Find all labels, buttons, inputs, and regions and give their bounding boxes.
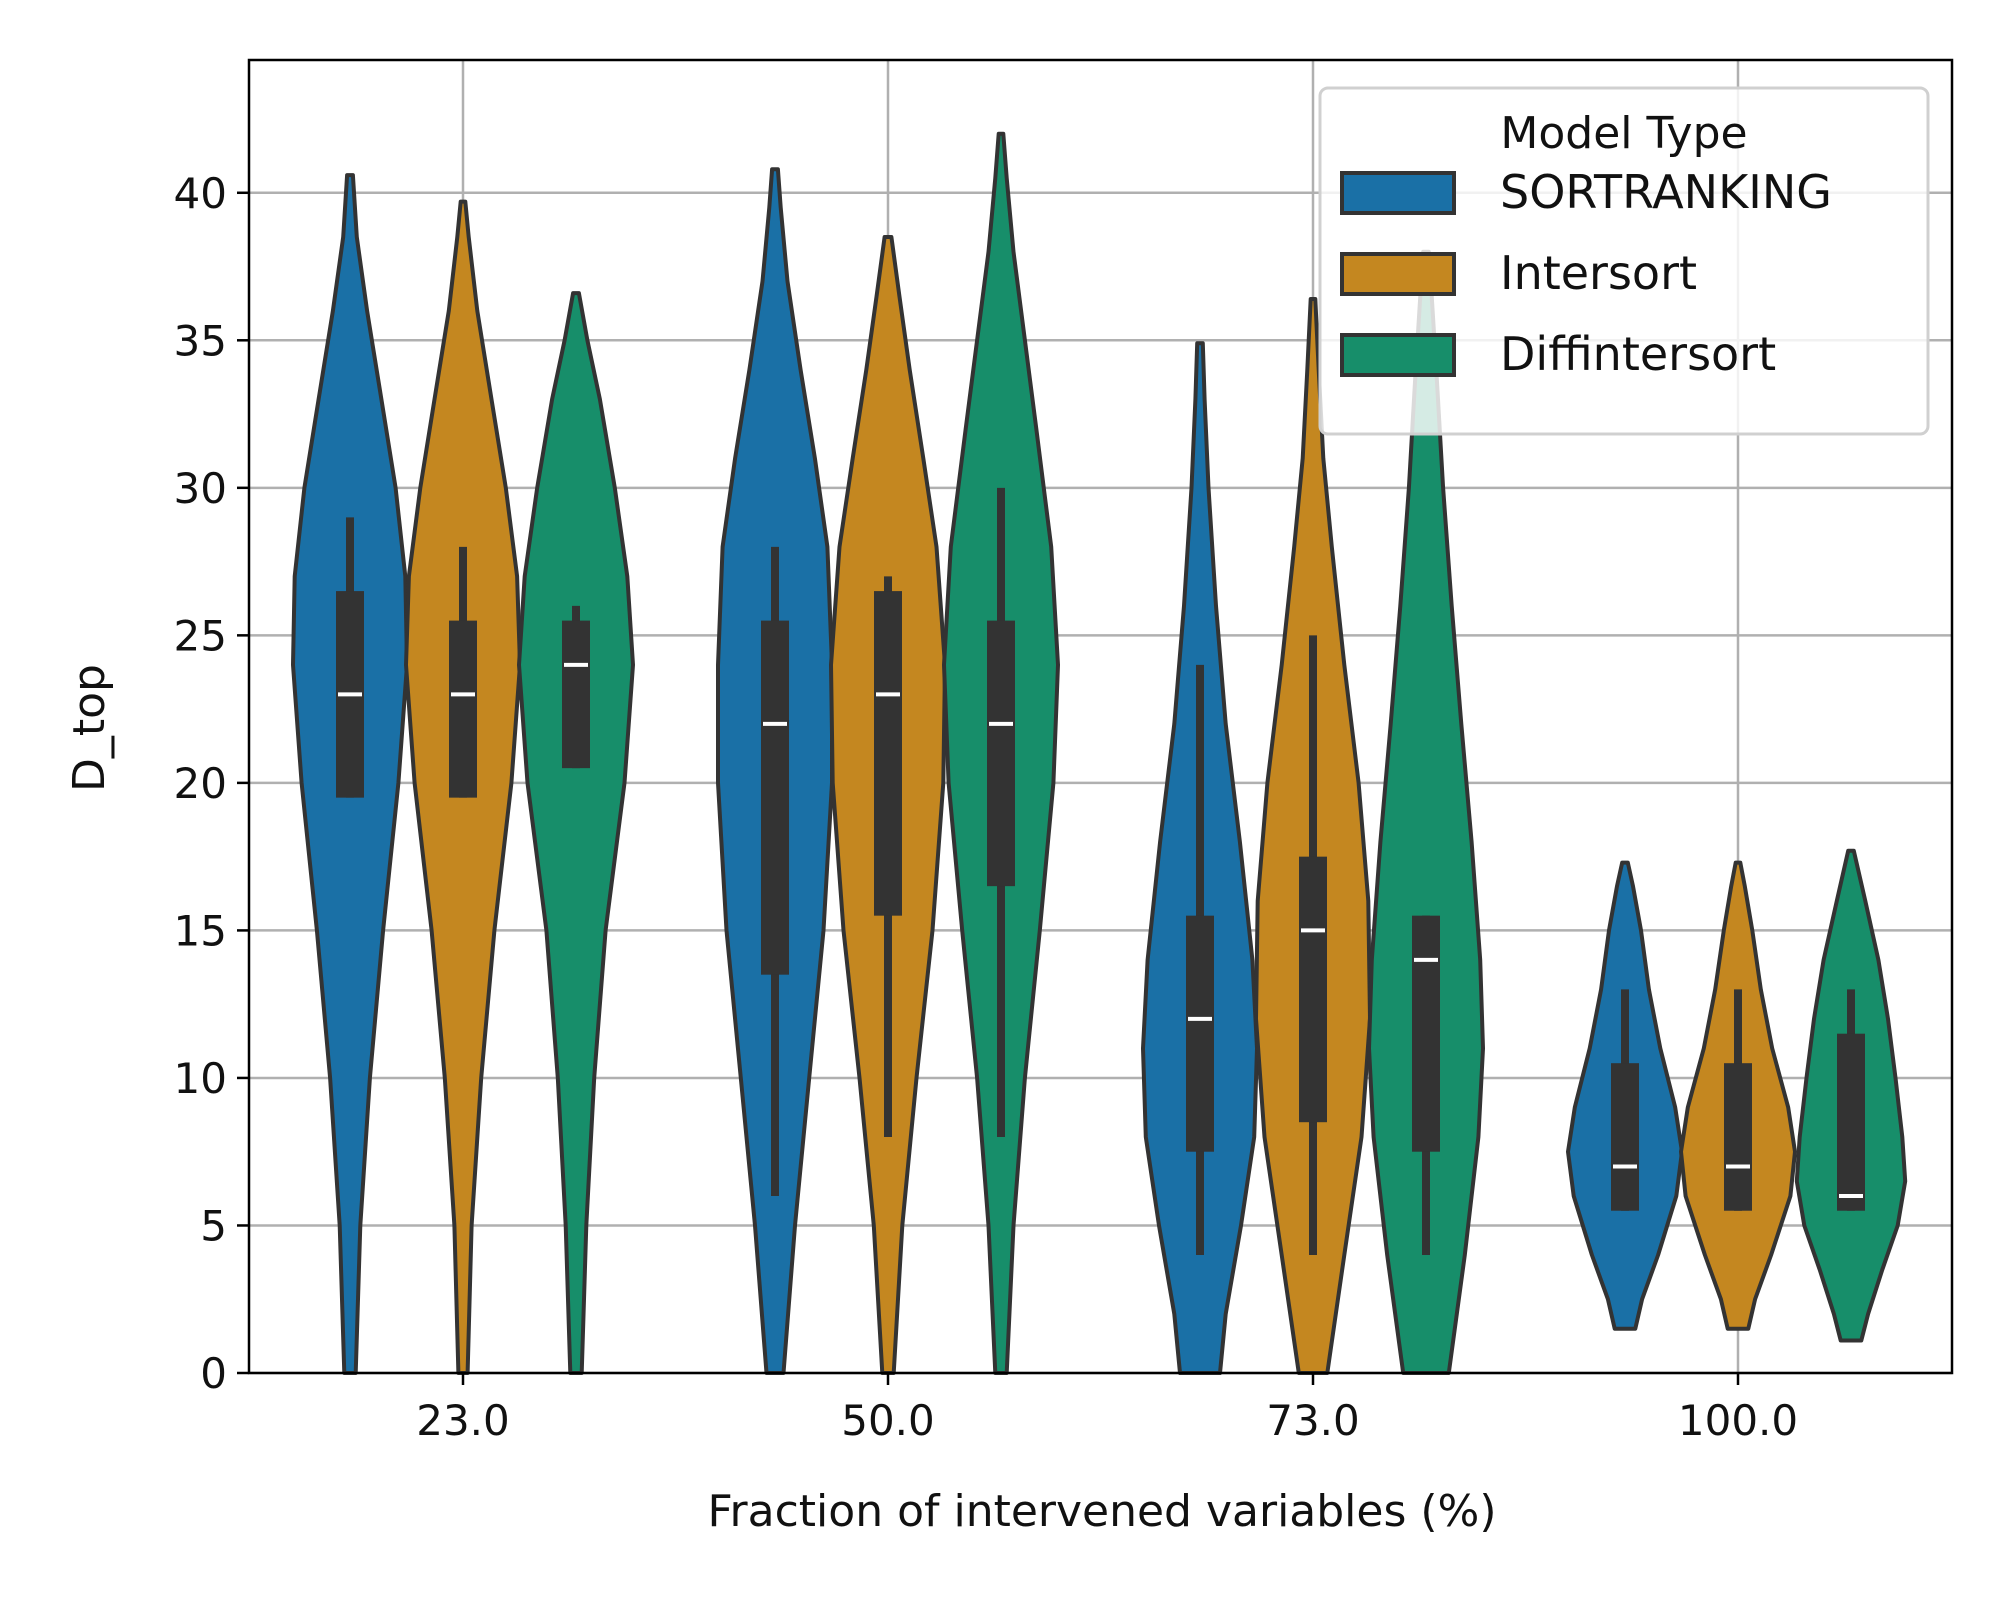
x-tick-label: 100.0 [1678,1396,1798,1445]
iqr-box [761,620,789,975]
legend-frame [1318,86,1930,436]
y-tick-label: 25 [174,611,227,660]
iqr-box [1611,1063,1639,1211]
iqr-box [562,620,590,769]
plot-frame [247,58,1954,1375]
legend-swatch-intersort [1340,252,1456,296]
violin-diffintersort-23.0 [517,291,635,1375]
iqr-box [1724,1063,1752,1211]
y-axis-label: D_top [64,664,115,792]
y-tick-label: 15 [174,906,227,955]
y-tick-label: 20 [174,759,227,808]
legend-label-diffintersort: Diffintersort [1500,327,1776,381]
y-tick-label: 0 [200,1349,227,1398]
iqr-box [874,591,902,916]
iqr-box [1412,915,1440,1152]
y-tick-label: 40 [174,169,227,218]
y-tick-label: 10 [174,1054,227,1103]
iqr-box [1299,856,1327,1123]
legend-label-intersort: Intersort [1500,246,1697,300]
iqr-box [1837,1033,1865,1211]
legend-title: Model Type [1500,108,1747,159]
legend-swatch-sortranking [1340,171,1456,215]
legend-label-sortranking: SORTRANKING [1500,165,1832,219]
iqr-box [1186,915,1214,1152]
x-axis-label: Fraction of intervened variables (%) [707,1486,1496,1537]
x-tick-label: 73.0 [1266,1396,1360,1445]
legend[interactable]: Model Type SORTRANKING Intersort Diffinter… [1318,86,1930,436]
x-tick-label: 23.0 [416,1396,510,1445]
iqr-box [449,620,477,798]
legend-swatch-diffintersort [1340,333,1456,377]
box-layer [336,487,1865,1255]
y-tick-label: 5 [200,1201,227,1250]
y-tick-label: 35 [174,316,227,365]
y-tick-label: 30 [174,464,227,513]
iqr-box [987,620,1015,887]
x-tick-label: 50.0 [841,1396,935,1445]
legend-items: SORTRANKING Intersort Diffintersort [1340,165,1832,381]
axis-layer: 0 5 10 15 20 25 30 35 40 23.0 50.0 73.0 100.0 [174,58,1954,1445]
